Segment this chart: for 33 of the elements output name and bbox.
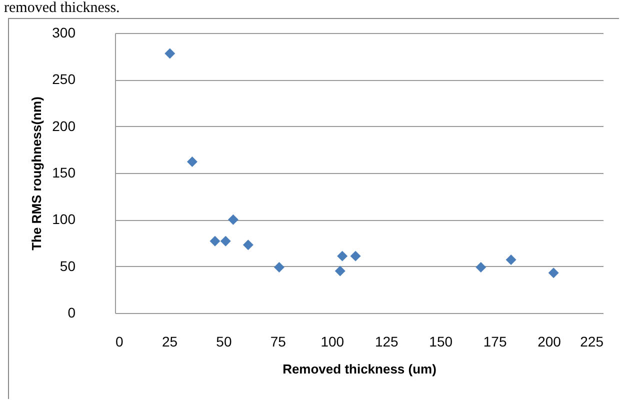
text: removed thickness.: [3, 0, 121, 18]
x-tick-label: 125: [374, 334, 399, 350]
y-tick-label: 200: [52, 118, 76, 134]
point: [210, 236, 220, 246]
point: [228, 214, 238, 225]
point: [274, 262, 284, 273]
x-tick-label: 100: [320, 334, 344, 350]
x-tick-label: 200: [538, 334, 562, 350]
y-tick-label: 150: [52, 164, 76, 180]
point: [506, 254, 516, 266]
y-tick-label: 50: [60, 258, 76, 274]
x-tick-label: 225: [580, 334, 604, 350]
point: [186, 156, 198, 168]
x-tick-label: 150: [429, 334, 453, 350]
y-axis-title: The RMS roughness(nm): [29, 96, 44, 250]
x-tick-label: 25: [162, 334, 178, 350]
point: [350, 250, 361, 262]
y-tick-label: 100: [52, 211, 76, 228]
x-axis-title: Removed thickness (um): [282, 362, 436, 376]
point: [334, 266, 346, 276]
y-tick-label: 250: [52, 71, 76, 88]
x-tick-label: 50: [216, 334, 232, 350]
point: [476, 262, 486, 273]
x-tick-label: 75: [270, 334, 286, 350]
y-tick-label: 0: [68, 304, 76, 320]
x-tick-label: 175: [483, 334, 507, 350]
point: [548, 268, 559, 278]
point: [164, 48, 176, 59]
x-tick-label: 0: [116, 334, 124, 350]
point: [220, 236, 231, 246]
point: [242, 240, 254, 250]
point: [337, 250, 348, 262]
y-tick-label: 300: [52, 24, 76, 40]
